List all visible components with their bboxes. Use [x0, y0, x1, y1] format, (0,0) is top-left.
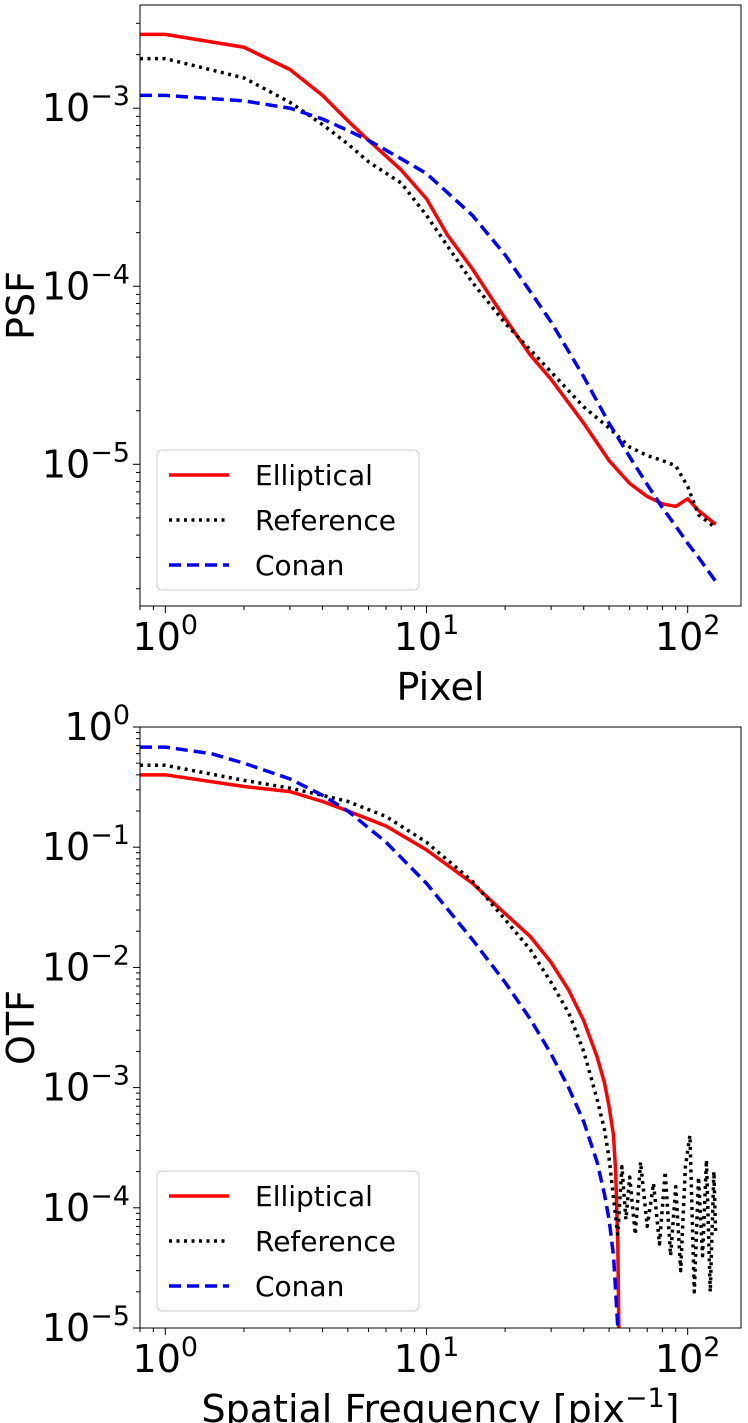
x-axis-label-text: Spatial Frequency [pix	[202, 1387, 625, 1423]
y-tick-exponent: −4	[90, 1181, 130, 1212]
y-tick-exponent: −2	[90, 940, 130, 971]
y-axis-label: PSF	[0, 271, 43, 340]
x-tick-base: 10	[655, 1337, 703, 1381]
series-line-elliptical	[140, 773, 621, 1328]
series-group	[140, 745, 718, 1328]
legend-label-conan: Conan	[255, 549, 344, 582]
y-tick-base: 10	[42, 1306, 90, 1350]
x-tick-exponent: 1	[442, 1332, 459, 1363]
x-tick-label: 101	[394, 1332, 460, 1381]
x-axis-label: Spatial Frequency [pix−1]	[202, 1383, 680, 1423]
x-tick-exponent: 2	[703, 610, 720, 641]
x-tick-label: 100	[133, 610, 199, 659]
y-tick-base: 10	[42, 945, 90, 989]
y-tick-label: 10−4	[42, 259, 130, 308]
x-tick-label: 102	[655, 610, 721, 659]
y-axis-label: OTF	[0, 990, 43, 1065]
y-tick-exponent: −5	[90, 1301, 130, 1332]
x-axis-label-superscript: −1	[625, 1383, 665, 1414]
legend-box	[156, 1170, 420, 1312]
y-tick-base: 10	[42, 825, 90, 869]
chart-panel-2: 100 101 10210−510−410−310−210−1100Spatial …	[0, 700, 742, 1423]
y-tick-base: 10	[42, 442, 90, 486]
x-tick-exponent: 2	[703, 1332, 720, 1363]
x-tick-label: 101	[394, 610, 460, 659]
x-tick-base: 10	[394, 1337, 442, 1381]
x-axis-label-end: ]	[665, 1387, 680, 1423]
y-tick-base: 10	[42, 1186, 90, 1230]
plot-frame	[139, 726, 742, 1329]
series-line-conan	[140, 93, 718, 583]
y-tick-label: 10−3	[42, 81, 130, 130]
x-tick-exponent: 0	[181, 1332, 198, 1363]
y-tick-exponent: −3	[90, 1061, 130, 1092]
x-axis-label: Pixel	[397, 665, 485, 709]
y-tick-label: 10−4	[42, 1181, 130, 1230]
series-line-elliptical	[140, 32, 717, 526]
legend-label-elliptical: Elliptical	[255, 459, 373, 492]
legend-label-reference: Reference	[255, 1225, 396, 1258]
y-tick-label: 10−2	[42, 940, 130, 989]
legend-label-reference: Reference	[255, 504, 396, 537]
x-tick-exponent: 1	[442, 610, 459, 641]
x-tick-base: 10	[133, 615, 181, 659]
x-axis-label-text: Pixel	[397, 665, 485, 709]
x-tick-label: 100	[133, 1332, 199, 1381]
y-tick-base: 10	[64, 705, 112, 749]
y-tick-base: 10	[42, 86, 90, 130]
y-tick-label: 10−1	[42, 820, 130, 869]
legend: Elliptical Reference Conan	[156, 1170, 420, 1312]
y-tick-label: 10−5	[42, 1301, 130, 1350]
plot-frame	[139, 4, 742, 607]
y-tick-exponent: −5	[90, 437, 130, 468]
legend-label-elliptical: Elliptical	[255, 1180, 373, 1213]
y-tick-label: 10−3	[42, 1061, 130, 1110]
y-tick-exponent: −4	[90, 259, 130, 290]
x-tick-base: 10	[133, 1337, 181, 1381]
series-group	[140, 32, 718, 583]
y-tick-exponent: −3	[90, 81, 130, 112]
x-tick-base: 10	[655, 615, 703, 659]
y-tick-exponent: −1	[90, 820, 130, 851]
legend-box	[156, 449, 420, 591]
series-line-conan	[140, 745, 620, 1328]
y-tick-base: 10	[42, 1066, 90, 1110]
x-tick-base: 10	[394, 615, 442, 659]
x-tick-label: 102	[655, 1332, 721, 1381]
y-tick-label: 10−5	[42, 437, 130, 486]
y-tick-exponent: 0	[113, 700, 130, 731]
y-tick-label: 100	[64, 700, 130, 749]
x-tick-exponent: 0	[181, 610, 198, 641]
y-tick-base: 10	[42, 264, 90, 308]
chart-panel-1: 100 101 10210−510−410−3PixelPSFEllipticalR…	[0, 4, 742, 709]
legend-label-conan: Conan	[255, 1270, 344, 1303]
series-line-reference	[140, 56, 717, 530]
legend: Elliptical Reference Conan	[156, 449, 420, 591]
